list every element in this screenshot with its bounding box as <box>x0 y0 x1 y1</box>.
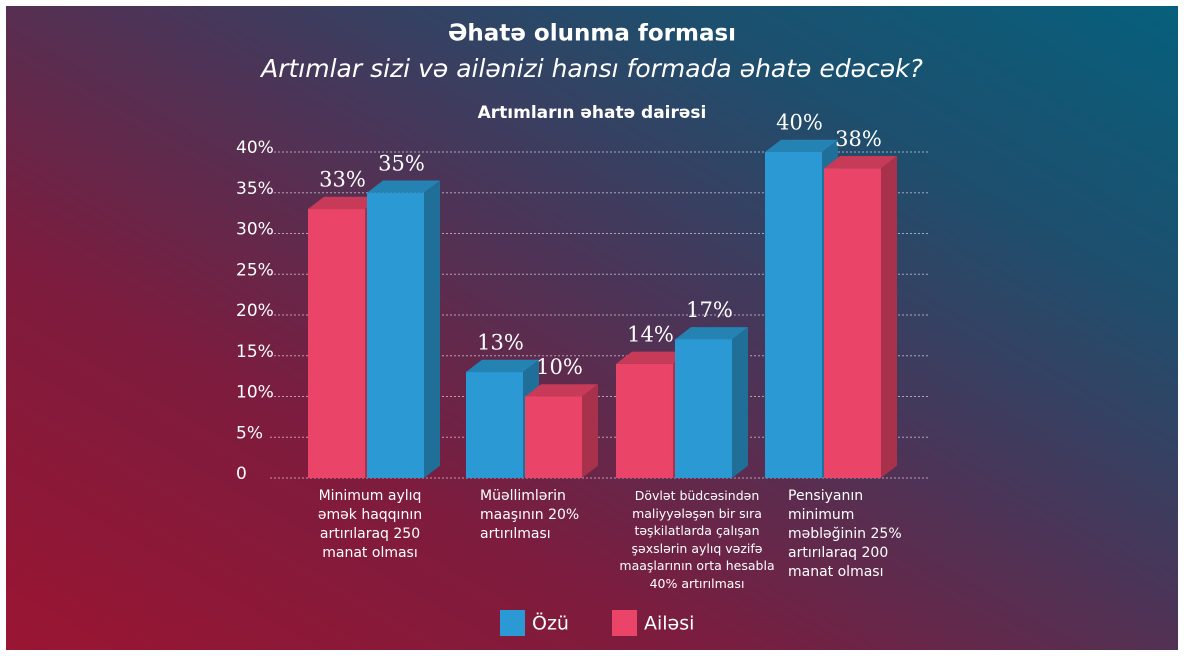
bar <box>616 363 673 478</box>
y-tick-label: 10% <box>236 383 274 403</box>
legend-label: Ailəsi <box>644 613 694 635</box>
bar-top <box>367 180 440 193</box>
value-label: 40% <box>776 111 823 135</box>
value-label: 33% <box>319 168 366 192</box>
y-tick-label: 35% <box>236 179 274 199</box>
x-tick-label: Minimum aylıq əmək haqqının artırılaraq … <box>317 488 423 561</box>
y-tick-label: 40% <box>236 138 274 158</box>
bar <box>765 152 822 478</box>
bar <box>367 192 424 478</box>
legend-label: Özü <box>532 612 569 635</box>
bar-side <box>732 327 748 478</box>
x-tick-label: Pensiyanın minimum məbləğinin 25% artırı… <box>788 488 902 580</box>
background <box>6 6 1178 650</box>
y-tick-label: 20% <box>236 301 274 321</box>
value-label: 14% <box>627 322 674 346</box>
legend-swatch <box>500 610 525 636</box>
bar-top <box>308 196 381 210</box>
bar <box>675 339 732 478</box>
y-tick-label: 5% <box>236 423 263 443</box>
bar-side <box>881 155 897 478</box>
value-label: 38% <box>835 127 882 151</box>
bar <box>466 372 523 478</box>
bar <box>525 396 582 478</box>
bar-top <box>525 384 598 397</box>
bar-top <box>616 351 689 364</box>
bar-side <box>424 180 440 478</box>
value-label: 35% <box>378 151 425 175</box>
bar-side <box>582 384 598 478</box>
bar <box>308 209 365 479</box>
y-tick-label: 0 <box>236 464 247 484</box>
value-label: 13% <box>477 331 524 355</box>
bar-top <box>765 139 838 152</box>
y-tick-label: 15% <box>236 342 274 362</box>
bar-top <box>675 327 748 340</box>
bar-top <box>824 155 897 169</box>
value-label: 10% <box>536 355 583 379</box>
bar-top <box>466 359 539 373</box>
legend-swatch <box>612 610 637 636</box>
plot-title: Artımların əhatə dairəsi <box>478 103 707 123</box>
x-tick-label: Müəllimlərin maaşının 20% artırılması <box>480 488 580 542</box>
x-tick-label: Dövlət büdcəsindən maliyyələşən bir sıra… <box>619 488 775 591</box>
y-tick-label: 25% <box>236 260 274 280</box>
chart-title: Əhatə olunma forması <box>448 21 736 47</box>
y-tick-label: 30% <box>236 220 274 240</box>
value-label: 17% <box>686 298 733 322</box>
bar <box>824 168 881 479</box>
chart-subtitle: Artımlar sizi və ailənizi hansı formada … <box>259 54 923 83</box>
